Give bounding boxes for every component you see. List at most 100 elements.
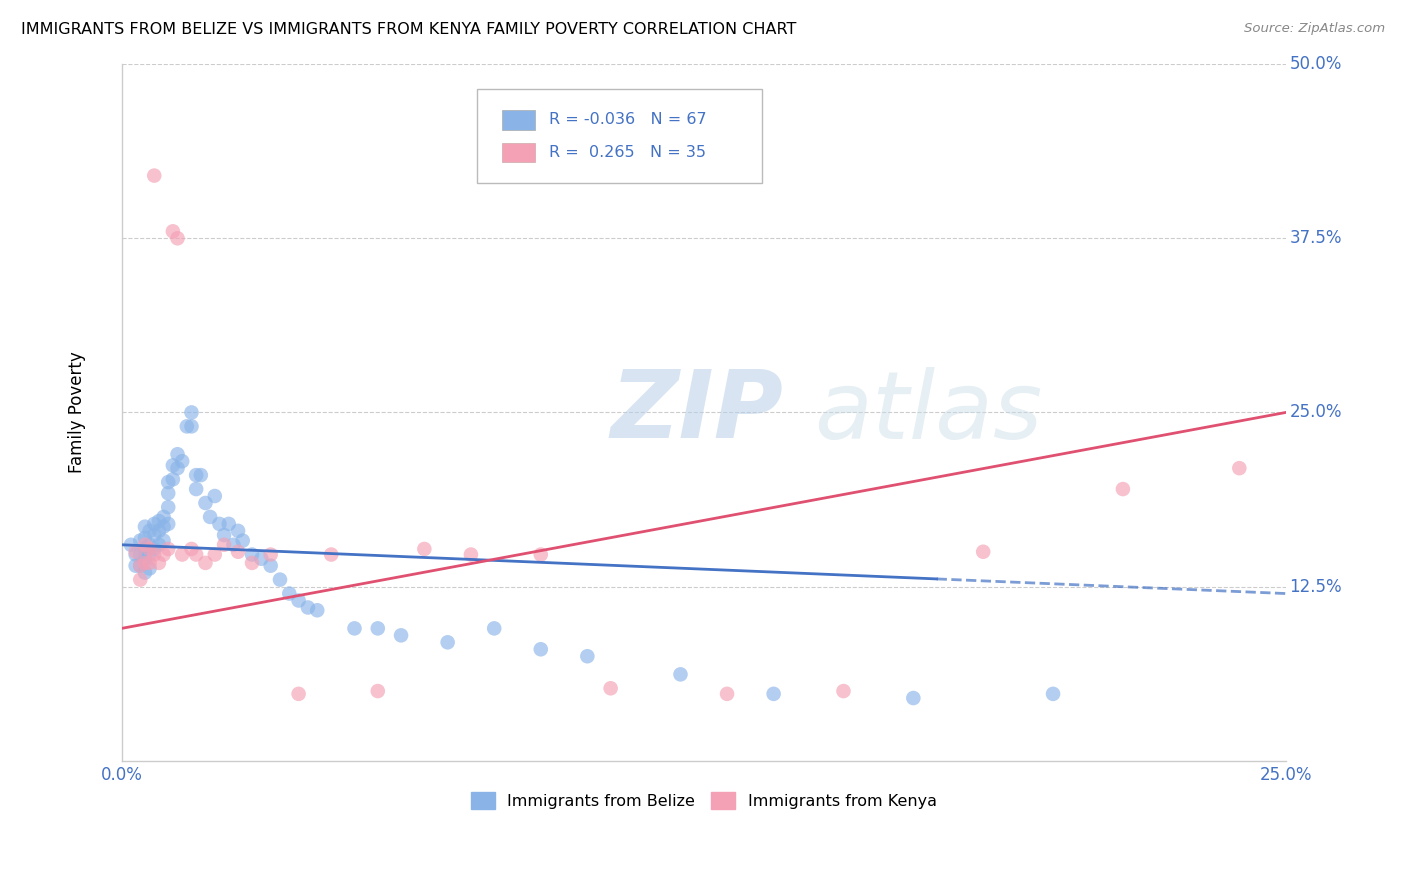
Point — [190, 468, 212, 483]
Point — [321, 548, 343, 562]
Point — [143, 548, 166, 562]
Point — [436, 635, 458, 649]
Point — [367, 684, 389, 698]
Point — [152, 533, 174, 548]
Point — [143, 169, 166, 183]
Point — [134, 566, 156, 580]
Point — [120, 538, 142, 552]
Point — [260, 548, 283, 562]
Point — [218, 516, 240, 531]
Point — [148, 524, 170, 538]
Point — [180, 419, 202, 434]
Point — [157, 486, 180, 500]
Point — [716, 687, 738, 701]
Point — [166, 461, 188, 475]
Point — [343, 621, 366, 635]
Point — [212, 528, 235, 542]
Bar — [502, 110, 534, 129]
Point — [903, 691, 925, 706]
Point — [129, 533, 152, 548]
Point — [204, 548, 226, 562]
Point — [157, 475, 180, 489]
Point — [162, 458, 184, 473]
Point — [367, 621, 389, 635]
Point — [194, 496, 217, 510]
Point — [129, 573, 152, 587]
Point — [176, 419, 198, 434]
Text: atlas: atlas — [814, 367, 1043, 458]
Point — [307, 603, 329, 617]
Text: 25.0%: 25.0% — [1289, 403, 1341, 421]
Text: R = -0.036   N = 67: R = -0.036 N = 67 — [548, 112, 707, 128]
Point — [162, 224, 184, 238]
Point — [240, 556, 263, 570]
Point — [186, 548, 208, 562]
Point — [194, 556, 217, 570]
Point — [186, 482, 208, 496]
Point — [1112, 482, 1135, 496]
Point — [180, 405, 202, 419]
Point — [148, 514, 170, 528]
Point — [143, 541, 166, 556]
Point — [278, 586, 301, 600]
Point — [162, 472, 184, 486]
Point — [138, 556, 160, 570]
Point — [1042, 687, 1064, 701]
Point — [134, 538, 156, 552]
Point — [138, 548, 160, 562]
Point — [157, 516, 180, 531]
Point — [762, 687, 785, 701]
Point — [143, 528, 166, 542]
Point — [166, 447, 188, 461]
Text: Source: ZipAtlas.com: Source: ZipAtlas.com — [1244, 22, 1385, 36]
Point — [269, 573, 291, 587]
Point — [482, 621, 505, 635]
Point — [124, 545, 146, 559]
Point — [138, 524, 160, 538]
Point — [250, 551, 273, 566]
Point — [124, 548, 146, 562]
Point — [1227, 461, 1250, 475]
Point — [226, 524, 249, 538]
Point — [172, 548, 194, 562]
Point — [198, 510, 221, 524]
Point — [134, 531, 156, 545]
Point — [972, 545, 994, 559]
Point — [226, 545, 249, 559]
Point — [134, 541, 156, 556]
Point — [152, 548, 174, 562]
Point — [530, 548, 553, 562]
Point — [669, 667, 692, 681]
Point — [134, 519, 156, 533]
Point — [157, 541, 180, 556]
Point — [232, 533, 254, 548]
Point — [157, 500, 180, 515]
Point — [148, 556, 170, 570]
Point — [166, 231, 188, 245]
Point — [576, 649, 599, 664]
Text: ZIP: ZIP — [610, 367, 783, 458]
Point — [204, 489, 226, 503]
Text: 12.5%: 12.5% — [1289, 578, 1341, 596]
Point — [138, 538, 160, 552]
Text: 50.0%: 50.0% — [1289, 55, 1341, 73]
Point — [208, 516, 231, 531]
Point — [134, 556, 156, 570]
Point — [287, 687, 309, 701]
Point — [172, 454, 194, 468]
Point — [148, 538, 170, 552]
Point — [143, 516, 166, 531]
Point — [186, 468, 208, 483]
Point — [297, 600, 319, 615]
Point — [129, 548, 152, 562]
Point — [222, 538, 245, 552]
Point — [138, 561, 160, 575]
Point — [832, 684, 855, 698]
Text: Family Poverty: Family Poverty — [69, 351, 86, 474]
Point — [413, 541, 436, 556]
Point — [240, 548, 263, 562]
Point — [138, 541, 160, 556]
Point — [124, 558, 146, 573]
Point — [152, 510, 174, 524]
Text: 37.5%: 37.5% — [1289, 229, 1341, 247]
